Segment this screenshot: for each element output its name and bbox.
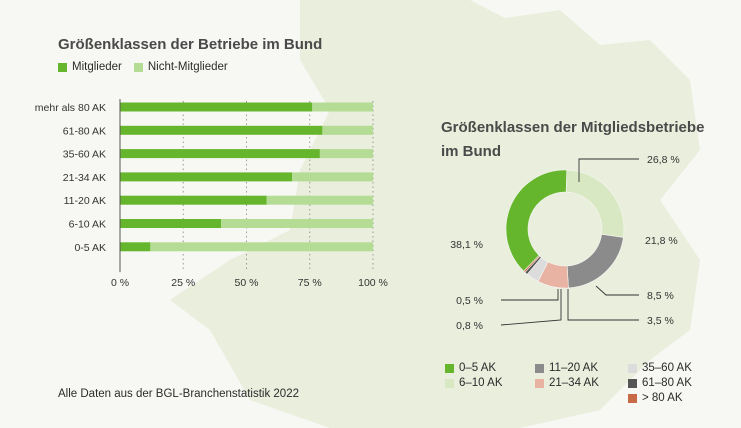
donut-legend-label: 11–20 AK xyxy=(549,362,599,374)
bar-mitglieder xyxy=(120,242,151,252)
category-label: 61-80 AK xyxy=(63,125,106,137)
donut-legend-swatch xyxy=(628,378,637,388)
x-tick-label: 25 % xyxy=(171,277,195,289)
bar-nicht-mitglieder xyxy=(322,125,373,135)
bar-nicht-mitglieder xyxy=(266,195,373,205)
donut-legend-swatch xyxy=(445,378,454,388)
donut-legend-swatch xyxy=(535,378,544,388)
footer-source-note: Alle Daten aus der BGL-Branchenstatistik… xyxy=(58,388,299,400)
donut-legend-item: > 80 AK xyxy=(628,392,683,404)
bar-mitglieder xyxy=(120,149,320,159)
legend-item-nicht-mitglieder: Nicht-Mitglieder xyxy=(133,61,228,73)
legend-item-mitglieder: Mitglieder xyxy=(58,61,122,73)
category-label: 6-10 AK xyxy=(69,219,106,231)
donut-slice xyxy=(566,233,624,289)
bar-chart-legend: Mitglieder Nicht-Mitglieder xyxy=(58,61,228,73)
donut-legend-label: 6–10 AK xyxy=(459,377,503,389)
slice-value-label: 0,5 % xyxy=(456,295,483,307)
donut-legend-swatch xyxy=(628,393,637,403)
leader-line xyxy=(501,289,559,301)
category-label: 11-20 AK xyxy=(64,195,106,207)
donut-legend-swatch xyxy=(445,363,454,373)
bar-mitglieder xyxy=(120,102,313,112)
donut-legend-label: 21–34 AK xyxy=(549,377,599,389)
slice-value-label: 38,1 % xyxy=(450,239,483,251)
donut-chart-title: Größenklassen der Mitgliedsbetriebe im B… xyxy=(441,119,705,160)
bar-mitglieder xyxy=(120,125,323,135)
donut-legend-item: 0–5 AK xyxy=(445,362,496,374)
legend-label-nicht-mitglieder: Nicht-Mitglieder xyxy=(147,61,228,73)
x-tick-label: 100 % xyxy=(358,277,388,289)
bar-chart-title: Größenklassen der Betriebe im Bund xyxy=(58,36,323,53)
slice-value-label: 3,5 % xyxy=(647,315,674,327)
bar-nicht-mitglieder xyxy=(319,149,373,159)
donut-legend-label: > 80 AK xyxy=(642,392,683,404)
x-tick-label: 50 % xyxy=(235,277,259,289)
donut-legend-item: 6–10 AK xyxy=(445,377,502,389)
legend-swatch-mitglieder xyxy=(58,62,67,72)
germany-map-shape xyxy=(170,0,700,428)
donut-slice xyxy=(565,169,625,238)
category-label: 21-34 AK xyxy=(63,172,106,184)
bar-mitglieder xyxy=(120,195,267,205)
bar-nicht-mitglieder xyxy=(221,219,373,228)
slice-value-label: 0,8 % xyxy=(456,320,483,332)
bar-mitglieder xyxy=(120,219,222,228)
leader-line xyxy=(567,289,639,321)
donut-legend-item: 11–20 AK xyxy=(535,362,598,374)
donut-legend-swatch xyxy=(535,363,544,373)
donut-legend-label: 0–5 AK xyxy=(459,362,497,374)
donut-slice xyxy=(505,169,568,272)
donut-legend-swatch xyxy=(628,363,637,373)
category-label: mehr als 80 AK xyxy=(35,102,106,114)
donut-legend-item: 21–34 AK xyxy=(535,377,599,389)
category-label: 0-5 AK xyxy=(74,242,106,254)
x-tick-label: 0 % xyxy=(111,277,129,289)
donut-legend-item: 35–60 AK xyxy=(628,362,692,374)
bar-nicht-mitglieder xyxy=(312,102,373,112)
slice-value-label: 8,5 % xyxy=(647,290,674,302)
legend-swatch-nicht-mitglieder xyxy=(133,62,143,72)
x-tick-label: 75 % xyxy=(298,277,322,289)
category-label: 35-60 AK xyxy=(63,149,106,161)
bar-nicht-mitglieder xyxy=(150,242,373,252)
leader-line xyxy=(595,285,639,296)
donut-legend-item: 61–80 AK xyxy=(628,377,692,389)
leader-line xyxy=(500,289,562,326)
slice-value-label: 26,8 % xyxy=(647,154,680,166)
donut-legend-label: 61–80 AK xyxy=(642,377,692,389)
bar-chart: mehr als 80 AK 61-80 AK 35-60 AK 21-34 AK 11… xyxy=(35,99,388,289)
leader-line xyxy=(578,158,639,182)
donut-chart: 26,8 % 21,8 % 8,5 % 3,5 % 0,8 % 0,5 % 38,1 % xyxy=(450,154,680,332)
bar-nicht-mitglieder xyxy=(292,172,373,182)
legend-label-mitglieder: Mitglieder xyxy=(72,61,122,73)
donut-legend-label: 35–60 AK xyxy=(642,362,692,374)
bar-mitglieder xyxy=(120,172,293,182)
slice-value-label: 21,8 % xyxy=(645,235,678,247)
